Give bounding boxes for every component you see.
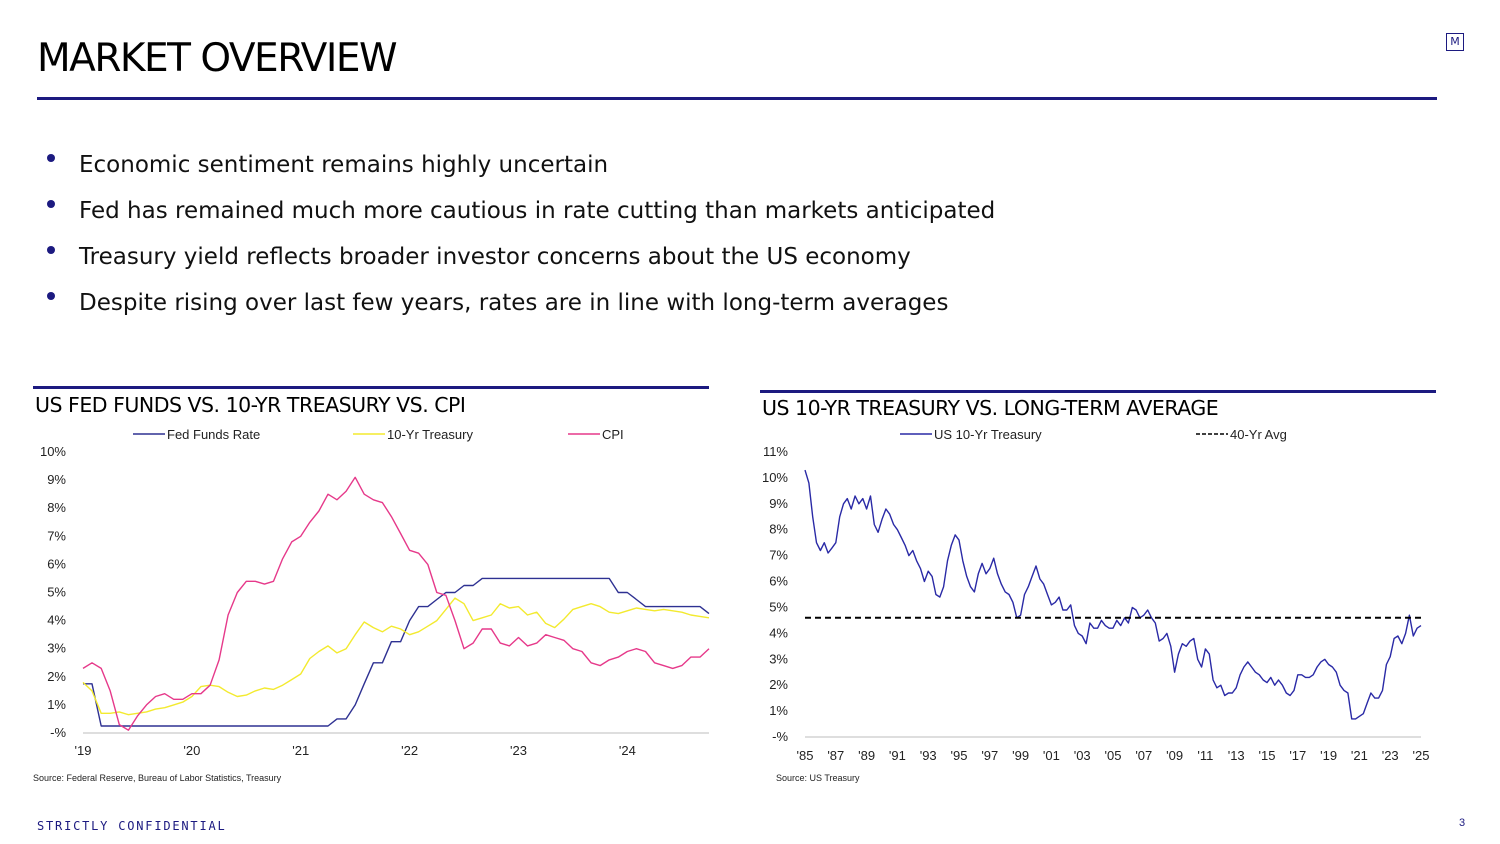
series-line-cpi (82, 476, 710, 731)
bullet-dot-icon (47, 246, 55, 254)
x-tick-label: '87 (827, 748, 844, 763)
title-divider (37, 97, 1437, 100)
x-tick-label: '85 (797, 748, 814, 763)
x-tick-label: '97 (981, 748, 998, 763)
y-tick-label: 4% (47, 613, 66, 628)
y-tick-label: 8% (47, 500, 66, 515)
y-tick-label: 2% (47, 669, 66, 684)
y-tick-label: 2% (769, 677, 788, 692)
legend-label: 40-Yr Avg (1230, 427, 1287, 442)
y-tick-label: 3% (769, 651, 788, 666)
x-tick-label: '21 (292, 743, 309, 758)
chart1-top-rule (33, 386, 709, 389)
chart2-title: US 10-YR TREASURY VS. LONG-TERM AVERAGE (762, 396, 1219, 420)
chart-treasury-long-term-average: -% 1% 2% 3% 4% 5% 6% 7% 8% 9% 10% 11% '85 '87 '89 '91 '9… (762, 427, 1430, 763)
x-tick-label: '89 (858, 748, 875, 763)
y-tick-label: 1% (769, 703, 788, 718)
x-tick-label: '07 (1135, 748, 1152, 763)
x-tick-label: '19 (75, 743, 92, 758)
chart-fed-funds-treasury-cpi: -% 1% 2% 3% 4% 5% 6% 7% 8% 9% 10% '19 '20 '21 '22 '23 '2… (40, 427, 710, 758)
series-line-us-10-yr-treasury (804, 469, 1422, 720)
x-tick-label: '25 (1413, 748, 1430, 763)
series-line-fed-funds-rate (83, 577, 710, 727)
y-tick-label: 7% (769, 548, 788, 563)
x-tick-label: '09 (1166, 748, 1183, 763)
logo-icon: M (1446, 33, 1464, 51)
x-tick-label: '17 (1289, 748, 1306, 763)
series-line-10-yr-treasury (82, 597, 710, 716)
y-tick-label: 1% (47, 697, 66, 712)
bullet-text: Treasury yield reflects broader investor… (79, 244, 911, 270)
x-tick-label: '22 (401, 743, 418, 758)
x-tick-label: '15 (1259, 748, 1276, 763)
legend-label: US 10-Yr Treasury (934, 427, 1042, 442)
y-tick-label: 4% (769, 625, 788, 640)
x-tick-label: '99 (1012, 748, 1029, 763)
bullet-text: Despite rising over last few years, rate… (79, 290, 949, 316)
x-tick-label: '20 (183, 743, 200, 758)
chart1-title: US FED FUNDS VS. 10-YR TREASURY VS. CPI (35, 393, 466, 417)
bullet-dot-icon (47, 154, 55, 162)
y-tick-label: 9% (47, 472, 66, 487)
bullet-text: Economic sentiment remains highly uncert… (79, 152, 609, 178)
legend-label: 10-Yr Treasury (387, 427, 473, 442)
bullet-text: Fed has remained much more cautious in r… (79, 198, 996, 224)
y-tick-label: 11% (763, 444, 788, 459)
x-tick-label: '95 (951, 748, 968, 763)
x-tick-label: '05 (1105, 748, 1122, 763)
x-tick-label: '03 (1074, 748, 1091, 763)
page-title: MARKET OVERVIEW (37, 36, 398, 81)
confidential-label: STRICTLY CONFIDENTIAL (37, 819, 227, 833)
y-tick-label: 8% (769, 522, 788, 537)
y-tick-label: 10% (40, 444, 66, 459)
y-tick-label: -% (50, 725, 66, 740)
x-tick-label: '91 (889, 748, 906, 763)
y-tick-label: 10% (762, 470, 788, 485)
x-tick-label: '11 (1197, 748, 1213, 763)
y-tick-label: 5% (769, 599, 788, 614)
x-tick-label: '24 (619, 743, 636, 758)
bullet-list: Economic sentiment remains highly uncert… (47, 148, 995, 332)
bullet-dot-icon (47, 292, 55, 300)
x-tick-label: '93 (920, 748, 937, 763)
legend-label: Fed Funds Rate (167, 427, 260, 442)
y-tick-label: -% (772, 729, 788, 744)
x-tick-label: '01 (1043, 748, 1060, 763)
page-number: 3 (1459, 817, 1466, 829)
legend-label: CPI (602, 427, 624, 442)
x-tick-label: '19 (1320, 748, 1337, 763)
bullet-dot-icon (47, 200, 55, 208)
x-tick-label: '13 (1228, 748, 1245, 763)
bullet-item: Despite rising over last few years, rate… (47, 286, 995, 332)
y-tick-label: 5% (47, 585, 66, 600)
x-tick-label: '23 (510, 743, 527, 758)
chart1-source: Source: Federal Reserve, Bureau of Labor… (33, 773, 282, 783)
y-tick-label: 6% (47, 556, 66, 571)
bullet-item: Economic sentiment remains highly uncert… (47, 148, 995, 194)
x-tick-label: '23 (1382, 748, 1399, 763)
chart2-top-rule (760, 390, 1436, 393)
bullet-item: Fed has remained much more cautious in r… (47, 194, 995, 240)
y-tick-label: 9% (769, 496, 788, 511)
y-tick-label: 3% (47, 641, 66, 656)
chart2-source: Source: US Treasury (776, 773, 860, 783)
bullet-item: Treasury yield reflects broader investor… (47, 240, 995, 286)
x-tick-label: '21 (1351, 748, 1368, 763)
y-tick-label: 7% (47, 528, 66, 543)
y-tick-label: 6% (769, 574, 788, 589)
